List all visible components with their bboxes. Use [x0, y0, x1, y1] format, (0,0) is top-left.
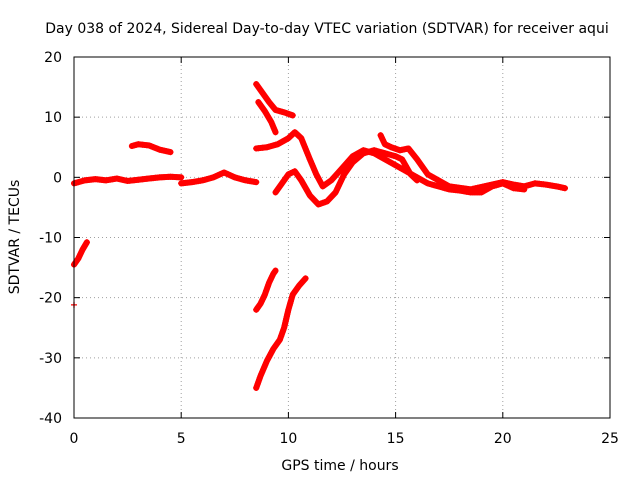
y-tick-label: -10: [39, 231, 62, 247]
chart-title: Day 038 of 2024, Sidereal Day-to-day VTE…: [45, 21, 608, 37]
series-sat-b: [178, 169, 260, 187]
series-sat-h: [255, 99, 279, 136]
y-axis-label: SDTVAR / TECUs: [7, 180, 23, 295]
x-tick-label: 15: [387, 431, 405, 447]
series-markers: [255, 99, 279, 136]
y-tick-label: 0: [53, 170, 62, 186]
grid-lines: [74, 57, 610, 418]
x-tick-label: 10: [279, 431, 297, 447]
axis-ticks: 0 5 10 15 20 25 -40 -30 -20 -10 0 10 20: [39, 50, 619, 447]
y-tick-label: -40: [39, 411, 62, 427]
x-tick-label: 0: [70, 431, 79, 447]
series-markers: [253, 81, 296, 119]
series-sat-i: [272, 147, 421, 208]
y-tick-label: -20: [39, 291, 62, 307]
x-tick-label: 5: [177, 431, 186, 447]
series-sat-j: [377, 132, 568, 193]
series-sat-a: [71, 173, 185, 187]
y-tick-label: 10: [44, 110, 62, 126]
series-markers: [272, 147, 420, 208]
series-markers: [178, 169, 260, 187]
y-tick-label: -30: [39, 351, 62, 367]
series-markers: [253, 275, 309, 391]
series-markers: [377, 132, 568, 193]
series-sat-c: [128, 141, 174, 156]
series-sat-l: [253, 275, 309, 391]
x-tick-label: 20: [494, 431, 512, 447]
series-sat-k: [253, 267, 279, 313]
data-series: [71, 81, 568, 391]
series-sat-g: [253, 81, 296, 119]
x-tick-label: 25: [601, 431, 619, 447]
x-axis-label: GPS time / hours: [281, 458, 398, 474]
y-tick-label: 20: [44, 50, 62, 66]
series-markers: [128, 141, 174, 156]
series-markers: [253, 267, 279, 313]
